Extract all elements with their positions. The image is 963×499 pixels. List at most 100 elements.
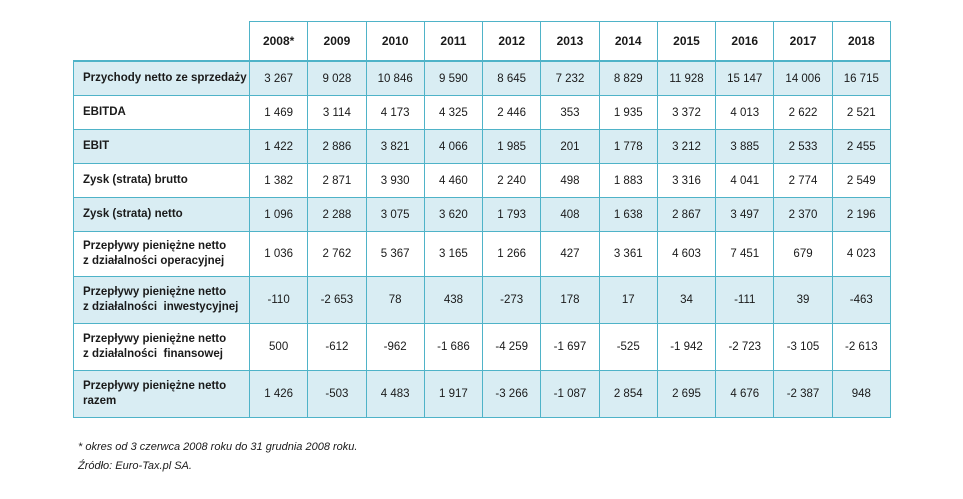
value-cell: 2 622 [773, 95, 833, 130]
value-cell: 5 367 [365, 231, 425, 277]
value-cell: 2 196 [831, 197, 891, 232]
table-row: EBIT 1 422 2 886 3 821 4 066 1 985 201 1 778 3 2… [73, 129, 891, 164]
value-cell: 4 023 [831, 231, 891, 277]
value-cell: -2 613 [831, 323, 891, 371]
value-cell: 4 066 [423, 129, 484, 164]
value-cell: -463 [831, 276, 891, 324]
value-cell: -2 653 [307, 276, 367, 324]
value-cell: 1 883 [598, 163, 658, 198]
value-cell: 3 497 [715, 197, 775, 232]
value-cell: -1 697 [540, 323, 600, 371]
year-header: 2008* [248, 21, 309, 62]
value-cell: 427 [540, 231, 600, 277]
table-row: Przychody netto ze sprzedaży 3 267 9 028 10… [73, 60, 891, 96]
value-cell: -4 259 [482, 323, 542, 371]
row-label-line: Zysk (strata) netto [83, 208, 183, 220]
year-header: 2012 [482, 21, 542, 62]
row-label: Zysk (strata) netto [73, 197, 250, 232]
value-cell: 1 266 [482, 231, 542, 277]
row-label-line: Zysk (strata) brutto [83, 174, 188, 186]
value-cell: 3 821 [365, 129, 425, 164]
row-label-line: EBITDA [83, 106, 126, 118]
value-cell: 2 762 [307, 231, 367, 277]
row-label-line: z działalności operacyjnej [83, 255, 225, 267]
value-cell: 500 [248, 323, 309, 371]
value-cell: 2 240 [482, 163, 542, 198]
value-cell: 8 829 [598, 60, 658, 96]
table-row: Zysk (strata) netto 1 096 2 288 3 075 3 620 1… [73, 197, 891, 232]
value-cell: 4 460 [423, 163, 484, 198]
row-label: Przepływy pieniężne netto z działalności … [73, 231, 250, 277]
row-label: Przepływy pieniężne netto razem [73, 370, 250, 418]
value-cell: -2 387 [773, 370, 833, 418]
value-cell: 1 036 [248, 231, 309, 277]
value-cell: 1 422 [248, 129, 309, 164]
value-cell: 2 533 [773, 129, 833, 164]
value-cell: 16 715 [831, 60, 891, 96]
value-cell: -1 942 [656, 323, 717, 371]
value-cell: 4 013 [715, 95, 775, 130]
value-cell: 1 935 [598, 95, 658, 130]
value-cell: 201 [540, 129, 600, 164]
row-label: EBIT [73, 129, 250, 164]
year-header: 2013 [540, 21, 600, 62]
value-cell: 3 885 [715, 129, 775, 164]
value-cell: 3 372 [656, 95, 717, 130]
value-cell: 7 451 [715, 231, 775, 277]
value-cell: -110 [248, 276, 309, 324]
value-cell: 4 173 [365, 95, 425, 130]
value-cell: 178 [540, 276, 600, 324]
value-cell: 408 [540, 197, 600, 232]
value-cell: 1 793 [482, 197, 542, 232]
value-cell: 9 028 [307, 60, 367, 96]
value-cell: 17 [598, 276, 658, 324]
value-cell: 2 871 [307, 163, 367, 198]
value-cell: 39 [773, 276, 833, 324]
value-cell: 4 483 [365, 370, 425, 418]
value-cell: 8 645 [482, 60, 542, 96]
source-text: Źródło: Euro-Tax.pl SA. [78, 460, 192, 472]
row-label-line: Przepływy pieniężne netto [83, 286, 227, 298]
value-cell: 2 521 [831, 95, 891, 130]
value-cell: 1 469 [248, 95, 309, 130]
value-cell: -612 [307, 323, 367, 371]
table-row: Przepływy pieniężne netto razem 1 426 -503 4… [73, 370, 891, 418]
row-label: EBITDA [73, 95, 250, 130]
value-cell: 679 [773, 231, 833, 277]
value-cell: -3 105 [773, 323, 833, 371]
value-cell: 1 985 [482, 129, 542, 164]
row-label-line: z działalności inwestycyjnej [83, 301, 239, 313]
table-row: Przepływy pieniężne netto z działalności … [73, 276, 891, 324]
value-cell: 3 075 [365, 197, 425, 232]
year-header: 2017 [773, 21, 833, 62]
value-cell: -1 087 [540, 370, 600, 418]
value-cell: 1 382 [248, 163, 309, 198]
value-cell: 4 603 [656, 231, 717, 277]
year-header: 2015 [656, 21, 717, 62]
value-cell: 3 114 [307, 95, 367, 130]
year-header: 2009 [307, 21, 367, 62]
value-cell: 2 695 [656, 370, 717, 418]
value-cell: 3 930 [365, 163, 425, 198]
row-label-line: Przepływy pieniężne netto [83, 380, 227, 392]
value-cell: 2 446 [482, 95, 542, 130]
table-row: Przepływy pieniężne netto z działalności … [73, 323, 891, 371]
value-cell: -962 [365, 323, 425, 371]
value-cell: 2 288 [307, 197, 367, 232]
value-cell: 2 549 [831, 163, 891, 198]
row-label-line: Przychody netto ze sprzedaży [83, 72, 247, 84]
value-cell: 1 778 [598, 129, 658, 164]
value-cell: 3 267 [248, 60, 309, 96]
value-cell: 7 232 [540, 60, 600, 96]
value-cell: 4 676 [715, 370, 775, 418]
row-label-line: z działalności finansowej [83, 348, 223, 360]
value-cell: -1 686 [423, 323, 484, 371]
year-header: 2010 [365, 21, 425, 62]
year-header: 2011 [423, 21, 484, 62]
value-cell: 14 006 [773, 60, 833, 96]
value-cell: 2 774 [773, 163, 833, 198]
row-label: Przepływy pieniężne netto z działalności … [73, 276, 250, 324]
value-cell: 3 316 [656, 163, 717, 198]
value-cell: 4 325 [423, 95, 484, 130]
financial-table-container: 2008* 2009 2010 2011 2012 2013 2014 2015… [73, 21, 891, 418]
